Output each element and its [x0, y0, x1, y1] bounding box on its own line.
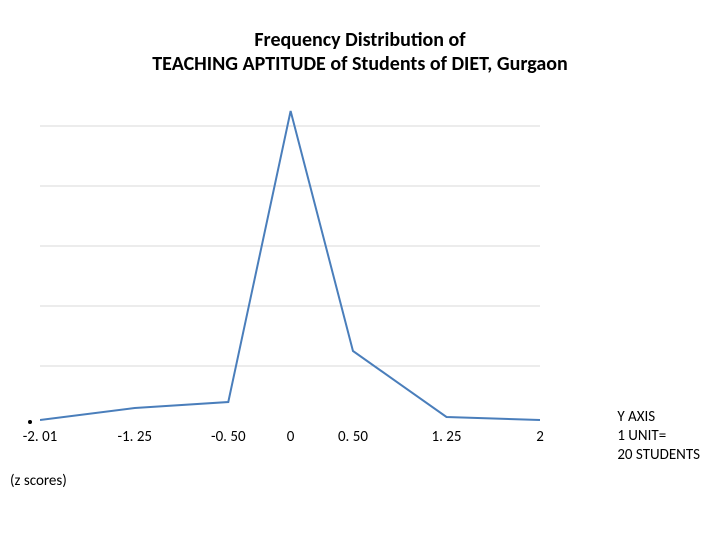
x-axis-title: (z scores) — [10, 472, 720, 490]
y-axis-note: Y AXIS 1 UNIT= 20 STUDENTS — [617, 408, 700, 464]
x-tick-label: 1. 25 — [431, 428, 461, 446]
chart-title: Frequency Distribution of TEACHING APTIT… — [60, 28, 660, 76]
x-tick-label: 2 — [536, 428, 544, 446]
chart-area — [40, 96, 540, 426]
chart-title-line2: TEACHING APTITUDE of Students of DIET, G… — [152, 52, 567, 76]
slide-page: Frequency Distribution of TEACHING APTIT… — [0, 0, 720, 540]
chart-title-line1: Frequency Distribution of — [254, 28, 465, 52]
origin-dot — [28, 420, 32, 424]
chart-gridlines — [40, 126, 540, 366]
x-tick-label: 0. 50 — [338, 428, 368, 446]
x-axis-labels: -2. 01-1. 25-0. 5000. 501. 252 — [40, 428, 550, 450]
x-tick-label: -2. 01 — [23, 428, 58, 446]
x-tick-label: -0. 50 — [211, 428, 246, 446]
x-tick-label: 0 — [287, 428, 295, 446]
x-tick-label: -1. 25 — [117, 428, 152, 446]
chart-svg — [40, 96, 540, 426]
chart-line-series — [40, 111, 540, 420]
